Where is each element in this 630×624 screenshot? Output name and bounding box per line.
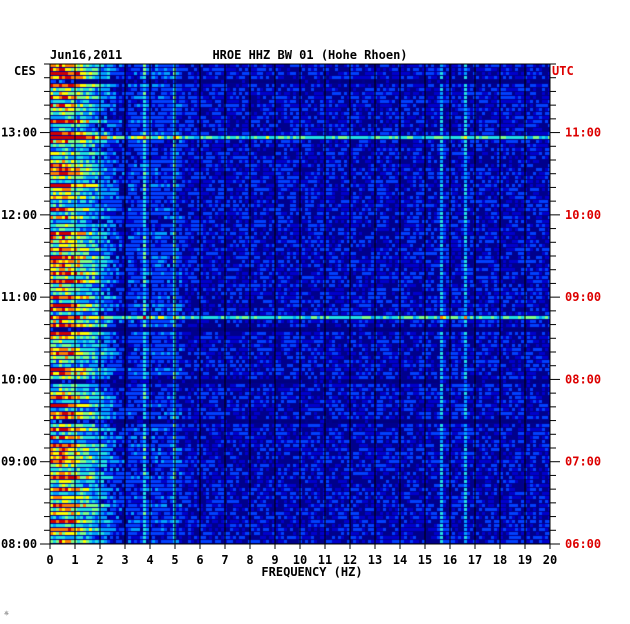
frequency-grid — [74, 64, 526, 544]
x-tick-label: 12 — [343, 553, 357, 567]
date-label: Jun16,2011 — [50, 48, 122, 62]
right-timezone-label: UTC — [552, 64, 574, 78]
x-tick-label: 18 — [493, 553, 507, 567]
x-tick-label: 4 — [146, 553, 153, 567]
x-tick-label: 15 — [418, 553, 432, 567]
x-tick-label: 11 — [318, 553, 332, 567]
x-tick-label: 7 — [221, 553, 228, 567]
x-tick-label: 2 — [96, 553, 103, 567]
x-axis-label: FREQUENCY (HZ) — [261, 565, 362, 579]
left-time-label: 09:00 — [1, 455, 37, 469]
right-time-label: 08:00 — [565, 372, 601, 386]
right-time-label: 09:00 — [565, 290, 601, 304]
left-time-label: 13:00 — [1, 126, 37, 140]
left-time-label: 08:00 — [1, 537, 37, 551]
x-tick-label: 17 — [468, 553, 482, 567]
right-time-label: 11:00 — [565, 126, 601, 140]
right-time-axis: 06:00 07:00 08:00 09:00 10:00 11:00 — [550, 63, 601, 551]
left-timezone-label: CES — [14, 64, 36, 78]
x-tick-label: 10 — [293, 553, 307, 567]
x-tick-label: 5 — [171, 553, 178, 567]
x-tick-label: 16 — [443, 553, 457, 567]
x-tick-label: 0 — [46, 553, 53, 567]
x-tick-label: 8 — [246, 553, 253, 567]
chart-title: HROE HHZ BW 01 (Hohe Rhoen) — [212, 48, 407, 62]
left-time-label: 10:00 — [1, 372, 37, 386]
x-tick-label: 9 — [271, 553, 278, 567]
frequency-axis: 0 1 2 3 4 5 6 7 8 9 10 11 12 13 14 15 16 17 18 19 20 — [46, 544, 557, 567]
x-tick-label: 13 — [368, 553, 382, 567]
footer-mark: ☼ — [4, 609, 9, 618]
right-time-label: 07:00 — [565, 455, 601, 469]
x-tick-label: 19 — [518, 553, 532, 567]
x-tick-label: 3 — [121, 553, 128, 567]
x-tick-label: 6 — [196, 553, 203, 567]
x-tick-label: 14 — [393, 553, 407, 567]
left-time-axis: 08:00 09:00 10:00 11:00 12:00 13:00 — [1, 63, 50, 551]
left-time-label: 11:00 — [1, 290, 37, 304]
right-time-label: 10:00 — [565, 208, 601, 222]
right-time-label: 06:00 — [565, 537, 601, 551]
x-tick-label: 1 — [71, 553, 78, 567]
x-tick-label: 20 — [543, 553, 557, 567]
left-time-label: 12:00 — [1, 208, 37, 222]
